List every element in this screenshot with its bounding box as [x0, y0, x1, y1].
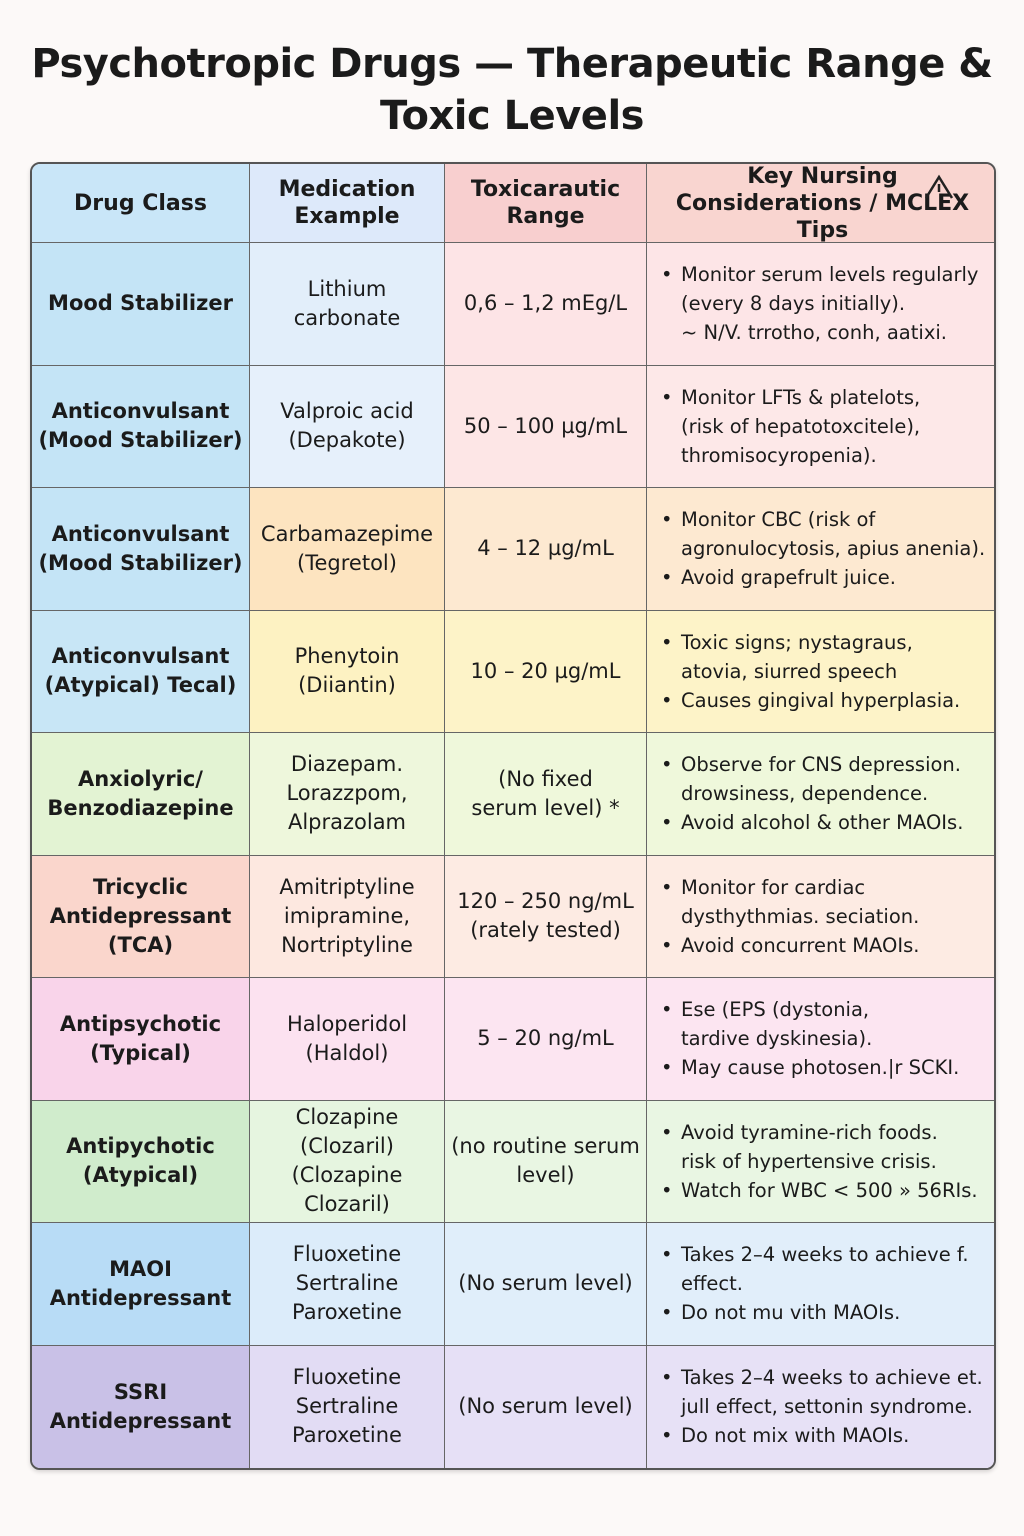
- medication-cell: Carbamazepime (Tegretol): [250, 488, 445, 611]
- note-item: Avoid concurrent MAOIs.: [661, 931, 920, 960]
- notes-cell: Takes 2–4 weeks to achieve f. effect.Do …: [647, 1223, 994, 1346]
- notes-cell: Monitor LFTs & platelots, (risk of hepat…: [647, 365, 994, 488]
- range-cell: 0,6 – 1,2 mEg/L: [445, 243, 647, 366]
- drug-class-cell: Anticonvulsant (Atypical) Tecal): [32, 610, 250, 733]
- drug-table: Drug Class Medication Example Toxicarautic…: [30, 162, 996, 1470]
- notes-list: Toxic signs; nystagraus, atovia, siurred…: [661, 628, 960, 715]
- drug-class-cell: Anticonvulsant (Mood Stabilizer): [32, 365, 250, 488]
- note-item: Do not mix with MAOIs.: [661, 1421, 983, 1450]
- note-item: Takes 2–4 weeks to achieve f. effect.: [661, 1240, 969, 1298]
- notes-list: Observe for CNS depression. drowsiness, …: [661, 750, 963, 837]
- notes-cell: Takes 2–4 weeks to achieve et. jull effe…: [647, 1345, 994, 1468]
- page-title: Psychotropic Drugs — Therapeutic Range &…: [31, 41, 993, 139]
- range-cell: 4 – 12 µg/mL: [445, 488, 647, 611]
- note-item: Do not mu vith MAOIs.: [661, 1298, 969, 1327]
- notes-list: Avoid tyramine-rich foods. risk of hyper…: [661, 1118, 978, 1205]
- medication-cell: Diazepam. Lorazzpom, Alprazolam: [250, 733, 445, 856]
- range-cell: (No serum level): [445, 1223, 647, 1346]
- note-item: Avoid tyramine-rich foods. risk of hyper…: [661, 1118, 978, 1176]
- drug-class-cell: Antipychotic (Atypical): [32, 1100, 250, 1223]
- range-cell: 120 – 250 ng/mL (rately tested): [445, 855, 647, 978]
- notes-list: Takes 2–4 weeks to achieve et. jull effe…: [661, 1363, 983, 1450]
- drug-class-cell: Mood Stabilizer: [32, 243, 250, 366]
- range-cell: (No serum level): [445, 1345, 647, 1468]
- note-item: Causes gingival hyperplasia.: [661, 686, 960, 715]
- notes-cell: Monitor for cardiac dysthythmias. seciat…: [647, 855, 994, 978]
- column-header: Toxicarautic Range: [445, 164, 647, 243]
- medication-cell: Lithium carbonate: [250, 243, 445, 366]
- notes-cell: Monitor serum levels regularly (every 8 …: [647, 243, 994, 366]
- notes-cell: Monitor CBC (risk of agronulocytosis, ap…: [647, 488, 994, 611]
- notes-list: Takes 2–4 weeks to achieve f. effect.Do …: [661, 1240, 969, 1327]
- notes-cell: Observe for CNS depression. drowsiness, …: [647, 733, 994, 856]
- medication-cell: Phenytoin (Diiantin): [250, 610, 445, 733]
- range-cell: 50 – 100 µg/mL: [445, 365, 647, 488]
- drug-class-cell: MAOI Antidepressant: [32, 1223, 250, 1346]
- notes-cell: Avoid tyramine-rich foods. risk of hyper…: [647, 1100, 994, 1223]
- note-item: Avoid grapefrult juice.: [661, 563, 985, 592]
- note-item: Ese (EPS (dystonia, tardive dyskinesia).: [661, 995, 959, 1053]
- notes-cell: Ese (EPS (dystonia, tardive dyskinesia).…: [647, 978, 994, 1101]
- drug-class-cell: SSRI Antidepressant: [32, 1345, 250, 1468]
- range-cell: (No fixed serum level) *: [445, 733, 647, 856]
- column-header: Medication Example: [250, 164, 445, 243]
- drug-class-cell: Tricyclic Antidepressant (TCA): [32, 855, 250, 978]
- notes-cell: Toxic signs; nystagraus, atovia, siurred…: [647, 610, 994, 733]
- medication-cell: Haloperidol (Haldol): [250, 978, 445, 1101]
- note-item: Toxic signs; nystagraus, atovia, siurred…: [661, 628, 960, 686]
- note-item: Avoid alcohol & other MAOIs.: [661, 808, 963, 837]
- medication-cell: Fluoxetine Sertraline Paroxetine: [250, 1345, 445, 1468]
- note-item: Monitor for cardiac dysthythmias. seciat…: [661, 873, 920, 931]
- medication-cell: Valproic acid (Depakote): [250, 365, 445, 488]
- drug-class-cell: Anxiolyric/ Benzodiazepine: [32, 733, 250, 856]
- range-cell: 5 – 20 ng/mL: [445, 978, 647, 1101]
- medication-cell: Clozapine (Clozaril) (Clozapine Clozaril…: [250, 1100, 445, 1223]
- notes-list: Monitor serum levels regularly (every 8 …: [661, 260, 978, 347]
- drug-class-cell: Anticonvulsant (Mood Stabilizer): [32, 488, 250, 611]
- drug-class-cell: Antipsychotic (Typical): [32, 978, 250, 1101]
- medication-cell: Fluoxetine Sertraline Paroxetine: [250, 1223, 445, 1346]
- medication-cell: Amitriptyline imipramine, Nortriptyline: [250, 855, 445, 978]
- notes-list: Monitor LFTs & platelots, (risk of hepat…: [661, 383, 920, 470]
- note-item: Takes 2–4 weeks to achieve et. jull effe…: [661, 1363, 983, 1421]
- notes-list: Monitor for cardiac dysthythmias. seciat…: [661, 873, 920, 960]
- note-item: May cause photosen.|r SCKI.: [661, 1053, 959, 1082]
- note-item: Monitor LFTs & platelots, (risk of hepat…: [661, 383, 920, 470]
- notes-list: Ese (EPS (dystonia, tardive dyskinesia).…: [661, 995, 959, 1082]
- range-cell: 10 – 20 µg/mL: [445, 610, 647, 733]
- note-item: Observe for CNS depression. drowsiness, …: [661, 750, 963, 808]
- note-item: Monitor serum levels regularly (every 8 …: [661, 260, 978, 347]
- warning-icon: [924, 174, 954, 199]
- range-cell: (no routine serum level): [445, 1100, 647, 1223]
- notes-list: Monitor CBC (risk of agronulocytosis, ap…: [661, 505, 985, 592]
- note-item: Monitor CBC (risk of agronulocytosis, ap…: [661, 505, 985, 563]
- column-header: Drug Class: [32, 164, 250, 243]
- note-item: Watch for WBC < 500 » 56RIs.: [661, 1176, 978, 1205]
